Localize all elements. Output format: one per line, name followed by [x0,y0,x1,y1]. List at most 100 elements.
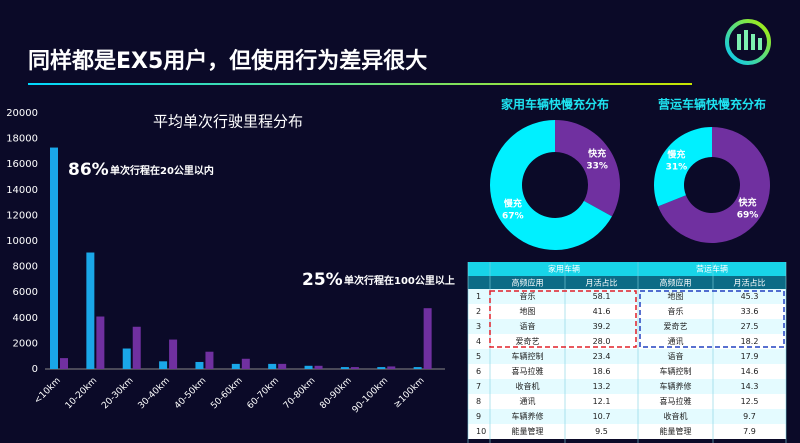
bar [241,358,250,369]
table-cell: 能量管理 [660,426,692,436]
annotation-text: 单次行程在100公里以上 [344,274,455,287]
table-cell: 车辆养修 [512,411,544,421]
bar [231,363,240,369]
slice-label: 慢充 [667,148,685,160]
row-bg [468,364,786,379]
table-cell: 13.2 [593,382,611,391]
table-cell: 10 [476,427,486,436]
bar [195,361,204,369]
slice-label: 慢充 [504,197,522,209]
bar [159,361,168,369]
table-cell: 3 [476,322,481,331]
bar [122,348,131,369]
bar [96,316,105,369]
annotation-value: 25% [302,270,343,290]
table-cell: 58.1 [593,292,611,301]
pie-slice [490,120,612,250]
table-cell: 12.1 [593,397,611,406]
table-cell: 17.9 [741,352,759,361]
table-cell: 39.2 [593,322,611,331]
table-cell: 14.3 [741,382,759,391]
table-cell: 12.5 [741,397,759,406]
table-cell: 10.7 [593,412,611,421]
column-header: 月活占比 [734,278,766,288]
table-cell: 4 [476,337,481,346]
slice-value: 33% [586,162,608,172]
row-bg [468,379,786,394]
table-cell: 能量管理 [512,426,544,436]
table-cell: 车辆控制 [512,351,544,361]
table-cell: 9.7 [743,412,756,421]
table-cell: 6 [476,367,481,376]
annotation-text: 单次行程在20公里以内 [110,164,214,177]
y-tick-label: 20000 [6,108,38,119]
row-bg [468,409,786,424]
y-tick-label: 14000 [6,185,38,196]
table-cell: 音乐 [520,291,536,301]
table-cell: 27.5 [741,322,759,331]
row-bg [468,424,786,439]
highlight-box [489,290,637,348]
table-cell: 爱奇艺 [664,321,688,331]
chart-title: 平均单次行驶里程分布 [153,113,303,131]
table-cell: 语音 [668,351,684,361]
bar [350,367,359,369]
bar [169,339,178,369]
table-cell: 33.6 [741,307,759,316]
slice-label: 快充 [739,197,757,209]
table-cell: 8 [476,397,481,406]
table-cell: 音乐 [668,306,684,316]
row-bg [468,304,786,319]
y-tick-label: 10000 [6,236,38,247]
pie-slice [654,127,712,207]
bar [413,367,422,369]
bar [60,358,68,369]
y-tick-label: 0 [32,364,38,375]
column-header-bg [468,276,786,289]
table-cell: 喜马拉雅 [660,396,692,406]
table-cell: 45.3 [741,292,759,301]
row-bg [468,334,786,349]
table-cell: 14.6 [741,367,759,376]
table-cell: 7 [476,382,481,391]
table-cell: 5 [476,352,481,361]
pie-title: 家用车辆快慢充分布 [501,97,609,112]
group-header: 营运车辆 [696,264,728,274]
group-header: 家用车辆 [548,264,580,274]
y-tick-label: 8000 [13,262,38,273]
group-header-bg [468,262,786,276]
table-cell: 车辆控制 [660,366,692,376]
table-cell: 18.2 [741,337,759,346]
pie-slice [658,127,771,243]
table-cell: 9 [476,412,481,421]
table-cell: 爱奇艺 [516,336,540,346]
y-tick-label: 18000 [6,134,38,145]
slice-value: 69% [737,211,759,221]
column-header: 高频应用 [660,278,692,288]
row-bg [468,349,786,364]
table-cell: 收音机 [664,411,688,421]
y-tick-label: 12000 [6,210,38,221]
table-cell: 地图 [668,291,684,301]
bar [86,252,95,369]
table-cell: 2 [476,307,481,316]
y-tick-label: 2000 [13,338,38,349]
table-cell: 28.0 [593,337,611,346]
table-cell: 通讯 [520,396,536,406]
table-cell: 车辆养修 [660,381,692,391]
slice-value: 67% [502,211,524,221]
pie-slice [555,120,621,217]
table-cell: 地图 [520,306,536,316]
table-cell: 7.9 [743,427,756,436]
bar [50,147,58,369]
highlight-box [639,290,785,348]
slice-label: 快充 [588,148,606,160]
table-cell: 喜马拉雅 [512,366,544,376]
y-tick-label: 6000 [13,287,38,298]
column-header: 高频应用 [512,278,544,288]
bar [205,351,214,369]
bar [278,363,287,369]
